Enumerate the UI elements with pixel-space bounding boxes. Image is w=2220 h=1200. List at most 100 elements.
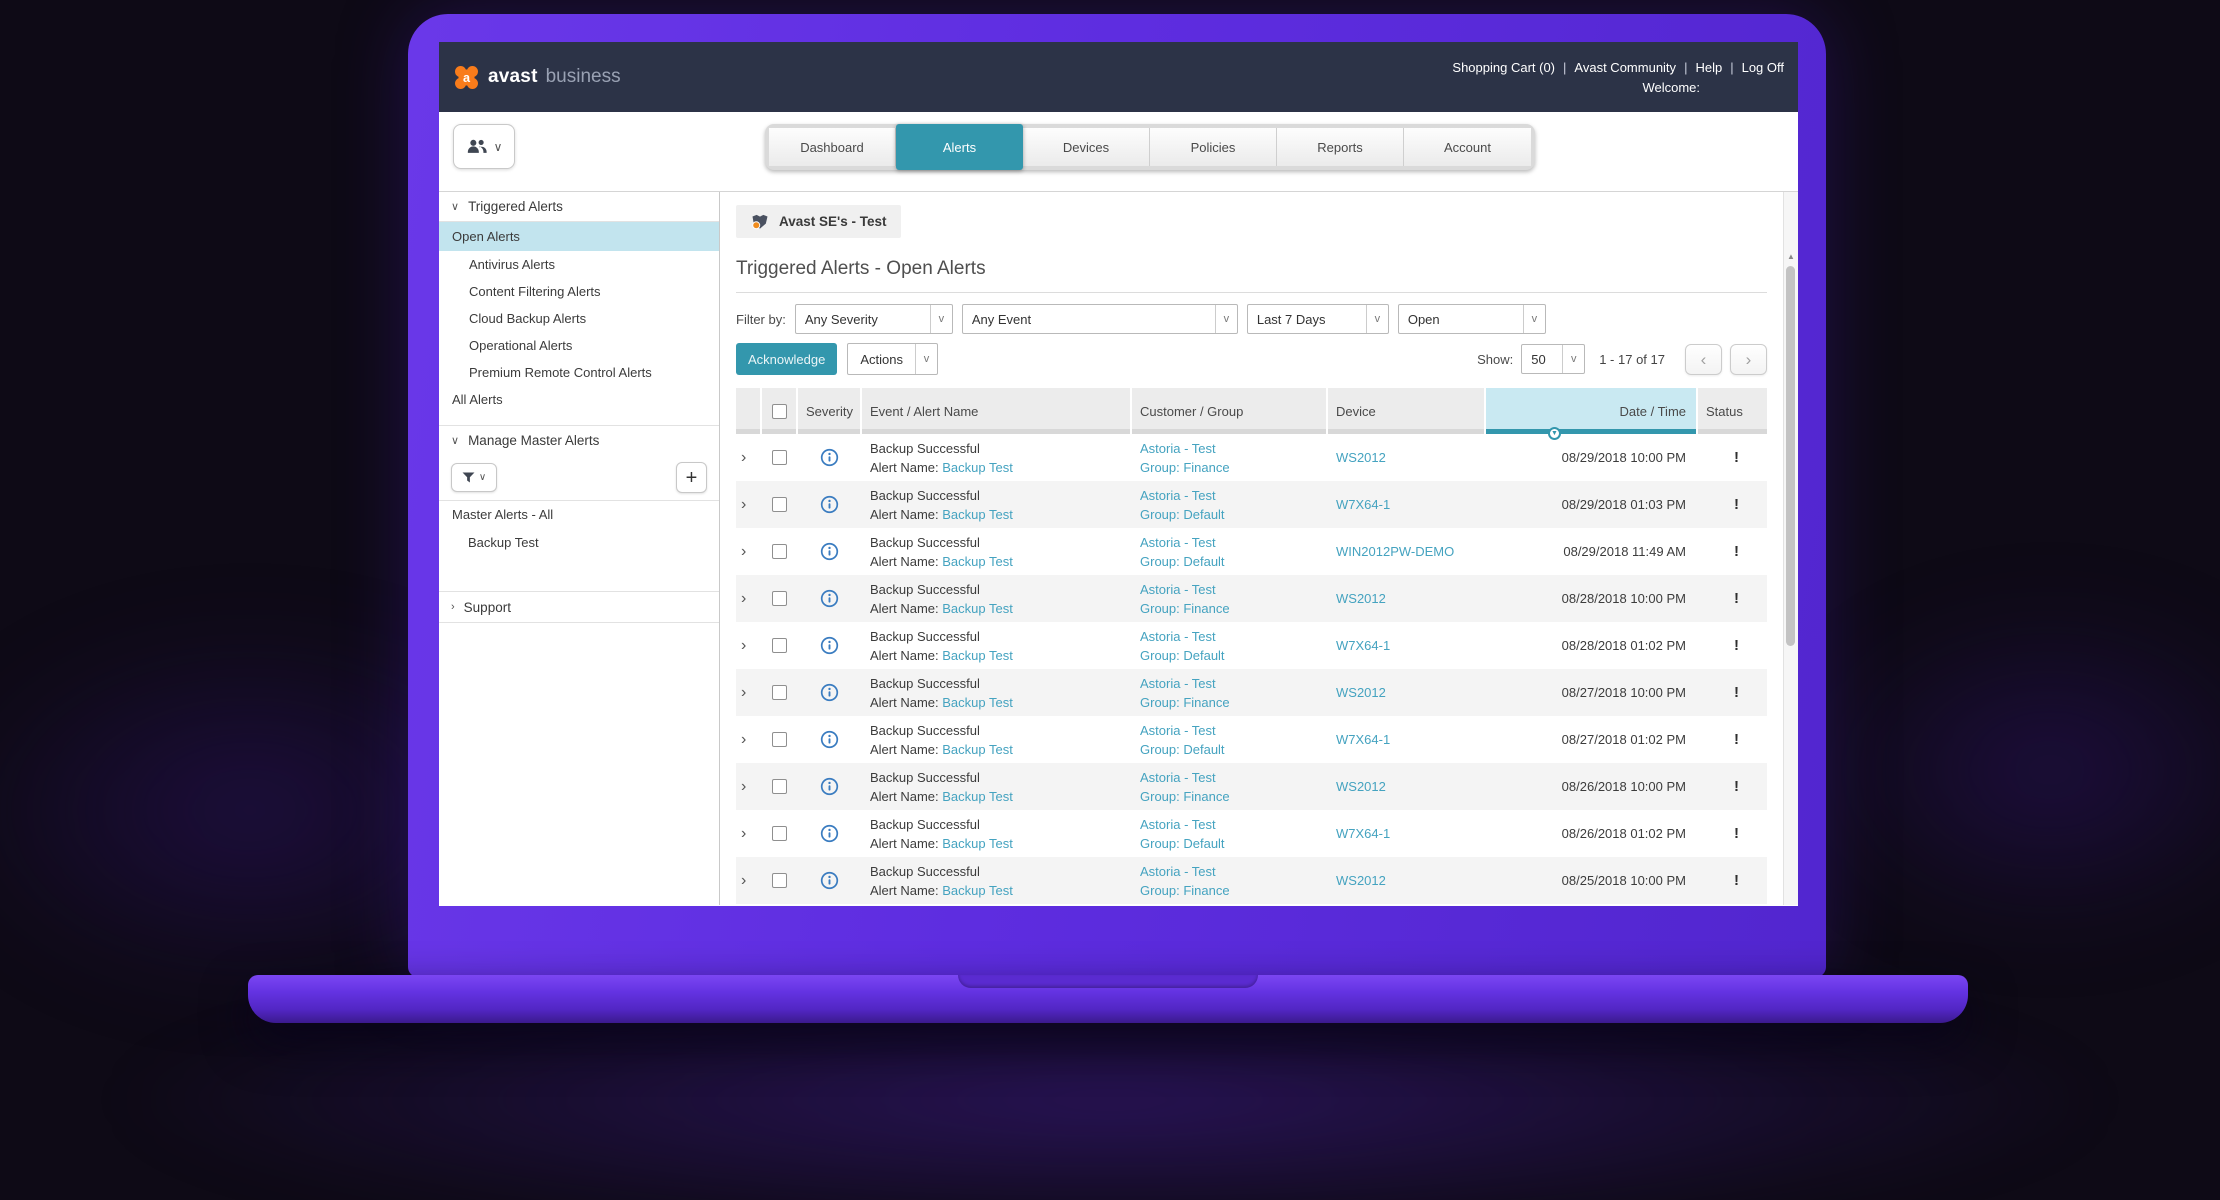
filter-dropdown-any-event[interactable]: Any Event v xyxy=(961,304,1238,334)
row-expand-chevron-icon[interactable]: › xyxy=(741,683,747,701)
customer-link[interactable]: Astoria - Test xyxy=(1140,863,1216,879)
customer-link[interactable]: Astoria - Test xyxy=(1140,581,1216,597)
group-link[interactable]: Group: Default xyxy=(1140,741,1225,757)
select-all-checkbox[interactable] xyxy=(771,403,787,419)
alert-name-link[interactable]: Backup Test xyxy=(942,553,1013,569)
column-header-datetime[interactable]: Date / Time ▼ xyxy=(1486,388,1698,440)
alert-name-link[interactable]: Backup Test xyxy=(942,882,1013,898)
row-checkbox[interactable] xyxy=(771,779,787,794)
customer-link[interactable]: Astoria - Test xyxy=(1140,628,1216,644)
device-link[interactable]: WS2012 xyxy=(1336,873,1386,888)
row-expand-chevron-icon[interactable]: › xyxy=(741,495,747,513)
row-expand-chevron-icon[interactable]: › xyxy=(741,542,747,560)
customer-link[interactable]: Astoria - Test xyxy=(1140,816,1216,832)
acknowledge-button[interactable]: Acknowledge xyxy=(736,343,838,375)
info-icon[interactable] xyxy=(820,824,839,843)
filter-dropdown-open[interactable]: Open v xyxy=(1397,304,1546,334)
row-expand-chevron-icon[interactable]: › xyxy=(741,824,747,842)
alert-name-link[interactable]: Backup Test xyxy=(942,694,1013,710)
tab-devices[interactable]: Devices xyxy=(1023,128,1150,166)
actions-dropdown[interactable]: Actions v xyxy=(847,343,938,375)
device-link[interactable]: W7X64-1 xyxy=(1336,826,1391,841)
prev-page-button[interactable]: ‹ xyxy=(1685,343,1722,375)
row-checkbox[interactable] xyxy=(771,732,787,747)
customer-tag[interactable]: Avast SE's - Test xyxy=(736,205,901,238)
row-expand-chevron-icon[interactable]: › xyxy=(741,777,747,795)
info-icon[interactable] xyxy=(820,636,839,655)
alert-name-link[interactable]: Backup Test xyxy=(942,741,1013,757)
info-icon[interactable] xyxy=(820,542,839,561)
device-link[interactable]: W7X64-1 xyxy=(1336,732,1391,747)
info-icon[interactable] xyxy=(820,589,839,608)
info-icon[interactable] xyxy=(820,495,839,514)
device-link[interactable]: WIN2012PW-DEMO xyxy=(1336,544,1455,559)
group-link[interactable]: Group: Default xyxy=(1140,553,1225,569)
info-icon[interactable] xyxy=(820,871,839,890)
device-link[interactable]: WS2012 xyxy=(1336,685,1386,700)
customer-link[interactable]: Astoria - Test xyxy=(1140,722,1216,738)
sidebar-item-operational-alerts[interactable]: Operational Alerts xyxy=(469,338,573,353)
customer-link[interactable]: Astoria - Test xyxy=(1140,487,1216,503)
customer-link[interactable]: Astoria - Test xyxy=(1140,534,1216,550)
info-icon[interactable] xyxy=(820,448,839,467)
sidebar-section-manage-master-alerts[interactable]: ∨ Manage Master Alerts xyxy=(439,425,719,455)
row-expand-chevron-icon[interactable]: › xyxy=(741,730,747,748)
column-header-device[interactable]: Device xyxy=(1328,388,1486,434)
group-link[interactable]: Group: Finance xyxy=(1140,694,1230,710)
scroll-up-arrow-icon[interactable]: ▲ xyxy=(1787,252,1795,261)
column-header-event[interactable]: Event / Alert Name xyxy=(862,388,1132,434)
column-header-severity[interactable]: Severity xyxy=(798,388,862,434)
row-checkbox[interactable] xyxy=(771,638,787,653)
group-link[interactable]: Group: Default xyxy=(1140,506,1225,522)
sidebar-item-open-alerts[interactable]: Open Alerts xyxy=(439,222,719,251)
row-checkbox[interactable] xyxy=(771,685,787,700)
alert-name-link[interactable]: Backup Test xyxy=(942,506,1013,522)
sidebar-item-antivirus-alerts[interactable]: Antivirus Alerts xyxy=(469,257,555,272)
info-icon[interactable] xyxy=(820,777,839,796)
customer-link[interactable]: Astoria - Test xyxy=(1140,440,1216,456)
row-checkbox[interactable] xyxy=(771,450,787,465)
row-expand-chevron-icon[interactable]: › xyxy=(741,636,747,654)
group-link[interactable]: Group: Finance xyxy=(1140,600,1230,616)
group-link[interactable]: Group: Default xyxy=(1140,835,1225,851)
group-link[interactable]: Group: Finance xyxy=(1140,788,1230,804)
sidebar-item-content-filtering-alerts[interactable]: Content Filtering Alerts xyxy=(469,284,601,299)
group-link[interactable]: Group: Finance xyxy=(1140,882,1230,898)
tab-reports[interactable]: Reports xyxy=(1277,128,1404,166)
tab-dashboard[interactable]: Dashboard xyxy=(769,128,896,166)
row-expand-chevron-icon[interactable]: › xyxy=(741,589,747,607)
device-link[interactable]: W7X64-1 xyxy=(1336,638,1391,653)
sidebar-item-backup-test[interactable]: Backup Test xyxy=(468,535,539,550)
row-checkbox[interactable] xyxy=(771,591,787,606)
tab-policies[interactable]: Policies xyxy=(1150,128,1277,166)
group-link[interactable]: Group: Default xyxy=(1140,647,1225,663)
page-size-dropdown[interactable]: 50 v xyxy=(1521,344,1586,374)
sidebar-item-premium-remote-control-alerts[interactable]: Premium Remote Control Alerts xyxy=(469,365,652,380)
alert-name-link[interactable]: Backup Test xyxy=(942,647,1013,663)
row-checkbox[interactable] xyxy=(771,497,787,512)
customer-selector-button[interactable]: ∨ xyxy=(453,124,515,169)
sidebar-section-support[interactable]: › Support xyxy=(439,591,719,623)
device-link[interactable]: WS2012 xyxy=(1336,591,1386,606)
column-header-status[interactable]: Status xyxy=(1698,388,1767,434)
tab-account[interactable]: Account xyxy=(1404,128,1531,166)
customer-link[interactable]: Astoria - Test xyxy=(1140,675,1216,691)
column-header-customer[interactable]: Customer / Group xyxy=(1132,388,1328,434)
tab-alerts[interactable]: Alerts xyxy=(896,124,1023,170)
sidebar-item-master-alerts-all[interactable]: Master Alerts - All xyxy=(452,507,554,522)
sidebar-section-triggered-alerts[interactable]: ∨ Triggered Alerts xyxy=(439,192,719,222)
sidebar-item-all-alerts[interactable]: All Alerts xyxy=(452,392,503,407)
customer-link[interactable]: Astoria - Test xyxy=(1140,769,1216,785)
row-expand-chevron-icon[interactable]: › xyxy=(741,448,747,466)
row-checkbox[interactable] xyxy=(771,544,787,559)
row-expand-chevron-icon[interactable]: › xyxy=(741,871,747,889)
row-checkbox[interactable] xyxy=(771,826,787,841)
filter-dropdown-last-7-days[interactable]: Last 7 Days v xyxy=(1246,304,1389,334)
row-checkbox[interactable] xyxy=(771,873,787,888)
navbar-link-avast-community[interactable]: Avast Community xyxy=(1574,59,1677,75)
sidebar-item-cloud-backup-alerts[interactable]: Cloud Backup Alerts xyxy=(469,311,587,326)
device-link[interactable]: WS2012 xyxy=(1336,779,1386,794)
filter-dropdown-any-severity[interactable]: Any Severity v xyxy=(794,304,953,334)
group-link[interactable]: Group: Finance xyxy=(1140,459,1230,475)
device-link[interactable]: WS2012 xyxy=(1336,450,1386,465)
